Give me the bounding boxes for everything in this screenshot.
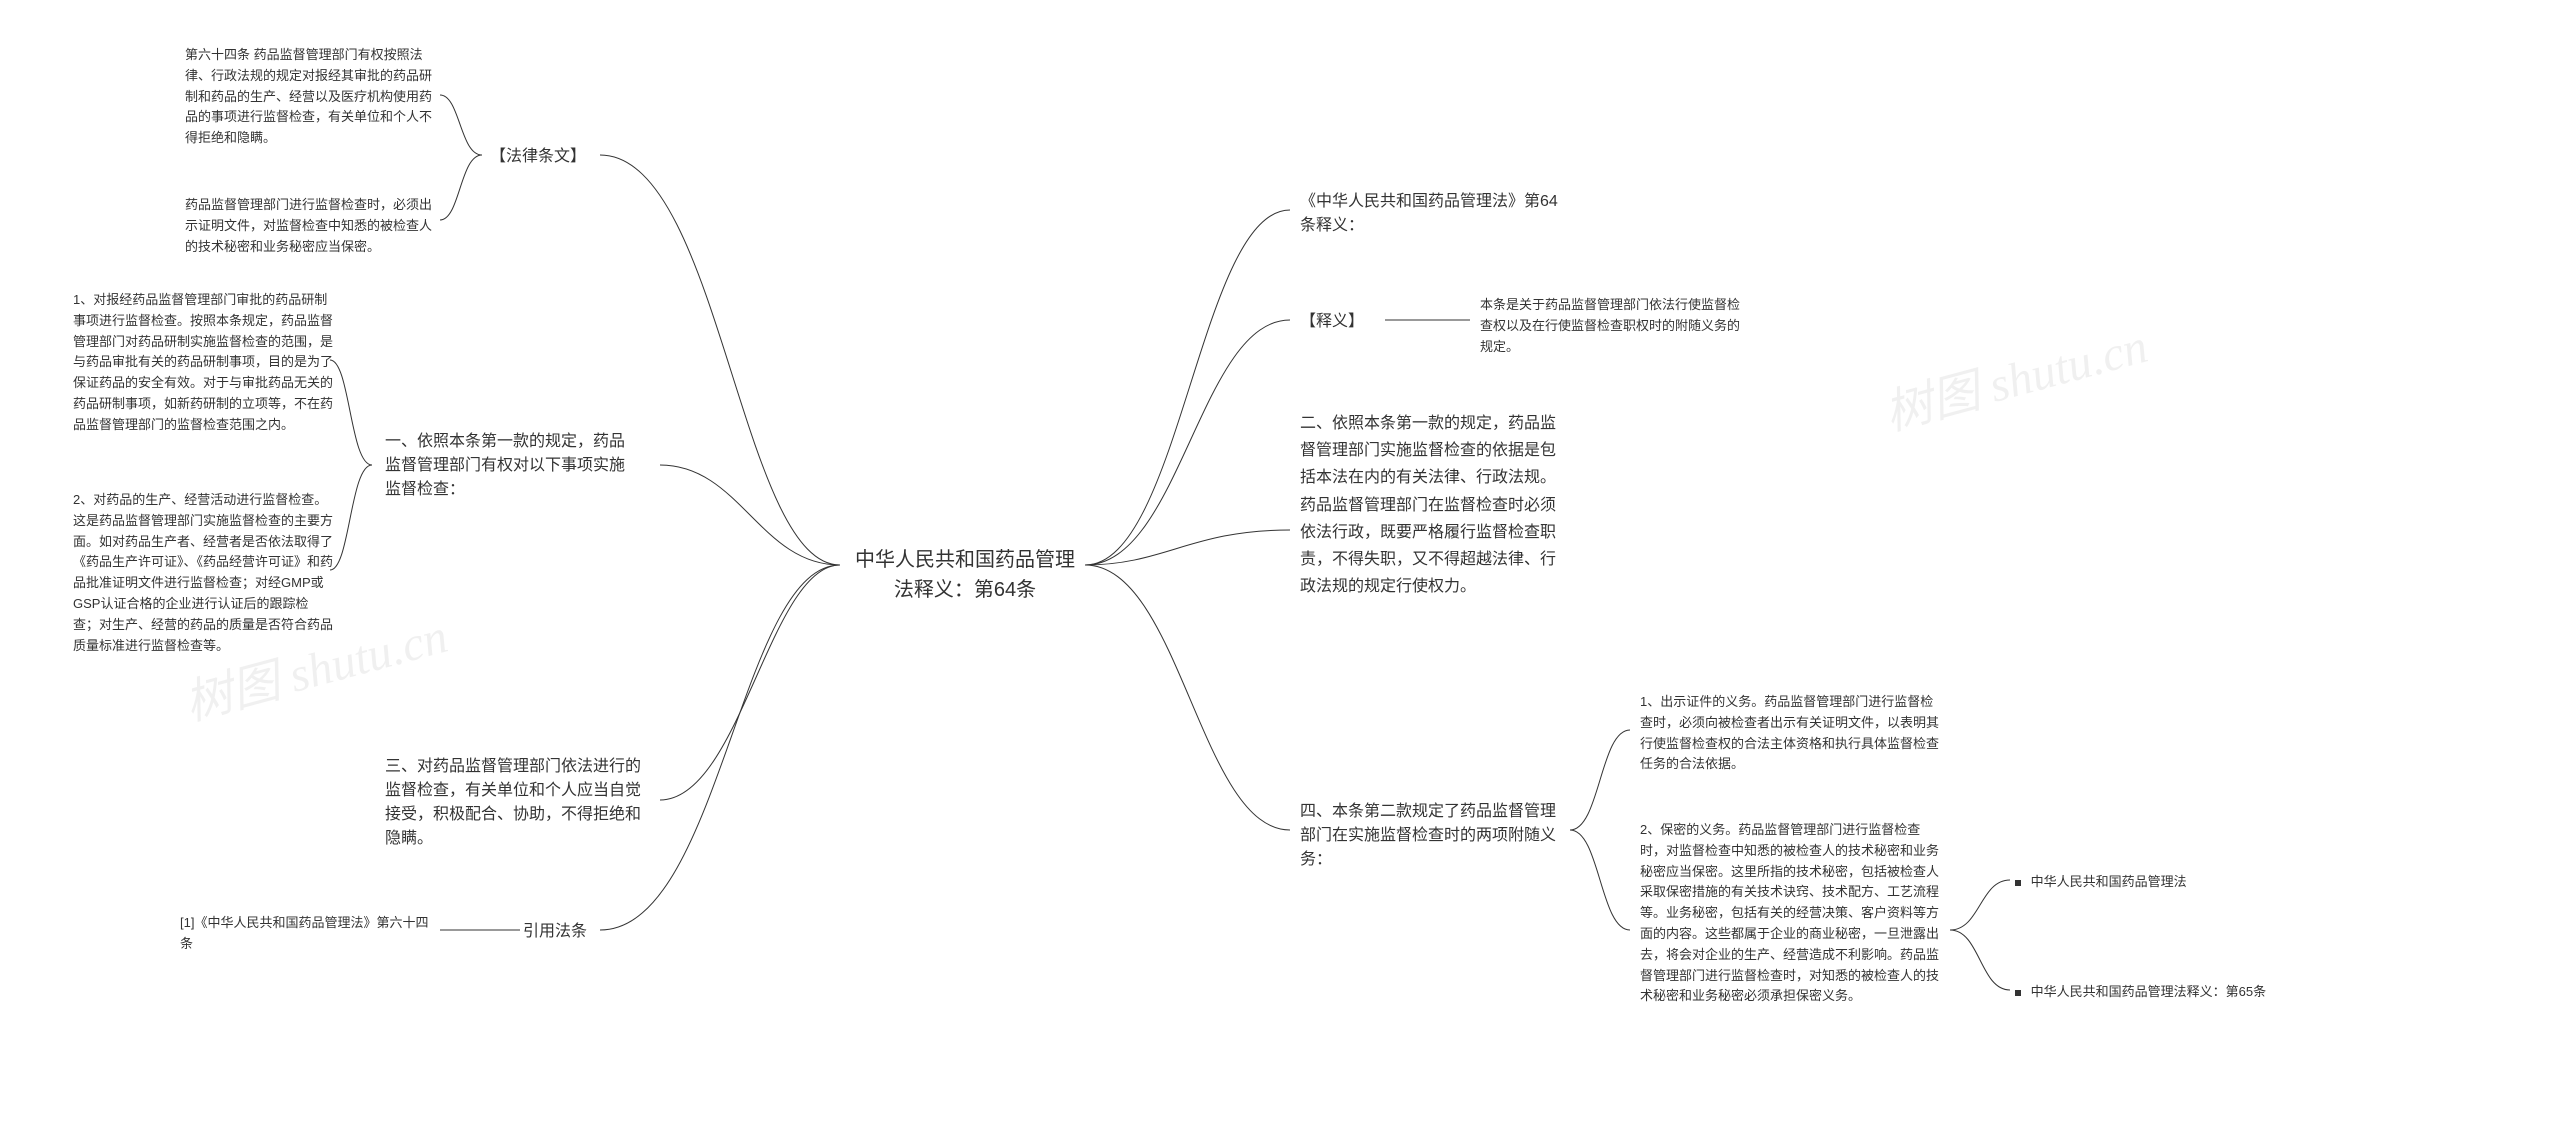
- left-law-text-label: 【法律条文】: [490, 145, 600, 169]
- center-title: 中华人民共和国药品管理 法释义：第64条: [850, 545, 1080, 605]
- left-section1-child1: 1、对报经药品监督管理部门审批的药品研制事项进行监督检查。按照本条规定，药品监督…: [73, 290, 333, 436]
- left-law-text-child1: 第六十四条 药品监督管理部门有权按照法律、行政法规的规定对报经其审批的药品研制和…: [185, 45, 440, 149]
- bullet-icon: [2015, 880, 2021, 886]
- bullet-icon: [2015, 990, 2021, 996]
- right-link2: 中华人民共和国药品管理法释义：第65条: [2015, 982, 2266, 1002]
- left-section3-label: 三、对药品监督管理部门依法进行的监督检查，有关单位和个人应当自觉接受，积极配合、…: [385, 755, 645, 851]
- right-link1-text: 中华人民共和国药品管理法: [2031, 874, 2187, 889]
- watermark-2: 树图 shutu.cn: [1876, 306, 2154, 443]
- right-link2-text: 中华人民共和国药品管理法释义：第65条: [2031, 984, 2266, 999]
- right-interp-label: 【释义】: [1300, 310, 1380, 334]
- left-citation-child: [1]《中华人民共和国药品管理法》第六十四条: [180, 913, 440, 955]
- mindmap-connectors: [0, 0, 2560, 1144]
- left-law-text-child2: 药品监督管理部门进行监督检查时，必须出示证明文件，对监督检查中知悉的被检查人的技…: [185, 195, 440, 257]
- center-title-line2: 法释义：第64条: [850, 575, 1080, 605]
- center-title-line1: 中华人民共和国药品管理: [850, 545, 1080, 575]
- right-title: 《中华人民共和国药品管理法》第64条释义：: [1300, 190, 1570, 238]
- left-citation-label: 引用法条: [523, 920, 603, 944]
- left-section1-label: 一、依照本条第一款的规定，药品监督管理部门有权对以下事项实施监督检查：: [385, 430, 640, 502]
- right-section2: 二、依照本条第一款的规定，药品监督管理部门实施监督检查的依据是包括本法在内的有关…: [1300, 410, 1565, 600]
- right-interp-child: 本条是关于药品监督管理部门依法行使监督检查权以及在行使监督检查职权时的附随义务的…: [1480, 295, 1740, 357]
- right-section4-label: 四、本条第二款规定了药品监督管理部门在实施监督检查时的两项附随义务：: [1300, 800, 1565, 872]
- right-link1: 中华人民共和国药品管理法: [2015, 872, 2187, 892]
- right-section4-child2: 2、保密的义务。药品监督管理部门进行监督检查时，对监督检查中知悉的被检查人的技术…: [1640, 820, 1945, 1007]
- right-section4-child1: 1、出示证件的义务。药品监督管理部门进行监督检查时，必须向被检查者出示有关证明文…: [1640, 692, 1940, 775]
- left-section1-child2: 2、对药品的生产、经营活动进行监督检查。这是药品监督管理部门实施监督检查的主要方…: [73, 490, 333, 656]
